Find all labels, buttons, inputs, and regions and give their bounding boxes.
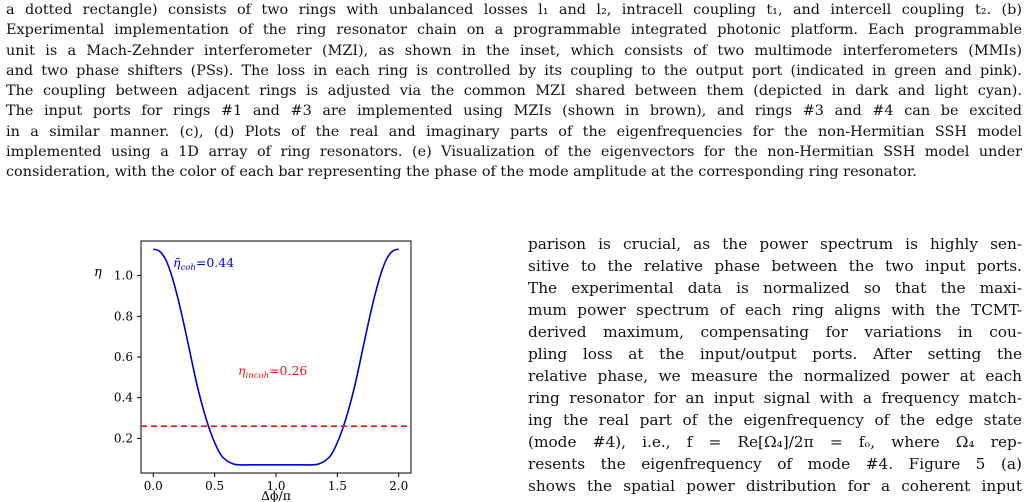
caption-line: The coupling between adjacent rings is a… xyxy=(6,83,1022,100)
caption-line: unit is a Mach-Zehnder interferometer (M… xyxy=(6,42,1022,59)
caption-line: consideration, with the color of each ba… xyxy=(6,164,917,181)
body-line: pling loss at the input/output ports. Af… xyxy=(528,345,1022,363)
y-tick-label: 0.6 xyxy=(114,350,133,364)
body-line: parison is crucial, as the power spectru… xyxy=(528,235,1022,253)
caption-line: and two phase shifters (PSs). The loss i… xyxy=(6,62,1022,79)
y-axis-label: η xyxy=(94,265,102,280)
y-tick-label: 0.8 xyxy=(114,309,133,323)
coherent-annotation: η̄coh=0.44 xyxy=(173,255,234,273)
body-line: shows the spatial power distribution for… xyxy=(528,477,1022,495)
body-line: sitive to the relative phase between the… xyxy=(528,257,1022,275)
coherent-series-line xyxy=(153,248,399,466)
body-paragraph: parison is crucial, as the power spectru… xyxy=(528,233,1022,497)
x-tick-label: 0.5 xyxy=(205,479,224,493)
body-line: resents the eigenfrequency of mode #4. F… xyxy=(528,455,1022,473)
plot-svg: 0.0 0.5 1.0 1.5 2.0 0.2 0.4 0.6 0.8 1.0 η̄coh=0.4… xyxy=(94,240,412,502)
body-line: (mode #4), i.e., f = Re[Ω₄]/2π = fₒ, whe… xyxy=(528,433,1022,451)
body-line: mum power spectrum of each ring aligns w… xyxy=(528,301,1022,319)
y-tick-label: 0.2 xyxy=(114,431,133,445)
x-tick-label: 1.5 xyxy=(328,479,347,493)
body-line: ring resonator for an input signal with … xyxy=(528,389,1022,407)
efficiency-plot: 0.0 0.5 1.0 1.5 2.0 0.2 0.4 0.6 0.8 1.0 η̄coh=0.4… xyxy=(80,236,430,502)
figure-caption: a dotted rectangle) consists of two ring… xyxy=(6,0,1022,183)
x-tick-label: 1.0 xyxy=(266,479,285,493)
y-tick-label: 0.4 xyxy=(114,391,133,405)
caption-line: Experimental implementation of the ring … xyxy=(6,22,1022,39)
body-line: The experimental data is normalized so t… xyxy=(528,279,1022,297)
x-tick-label: 2.0 xyxy=(389,479,408,493)
caption-line: implemented using a 1D array of ring res… xyxy=(6,144,1022,161)
plot-frame xyxy=(140,240,412,474)
body-line: ing the real part of the eigenfrequency … xyxy=(528,411,1022,429)
body-line: relative phase, we measure the normalize… xyxy=(528,367,1022,385)
y-tick-label: 1.0 xyxy=(114,269,133,283)
body-line: derived maximum, compensating for variat… xyxy=(528,323,1022,341)
x-axis-label: Δϕ/π xyxy=(261,488,291,502)
x-tick-label: 0.0 xyxy=(144,479,163,493)
incoherent-annotation: ηincoh=0.26 xyxy=(238,363,307,381)
caption-line: a dotted rectangle) consists of two ring… xyxy=(6,2,1022,18)
caption-line: in a similar manner. (c), (d) Plots of t… xyxy=(6,123,1022,140)
caption-line: The input ports for rings #1 and #3 are … xyxy=(6,103,1022,120)
